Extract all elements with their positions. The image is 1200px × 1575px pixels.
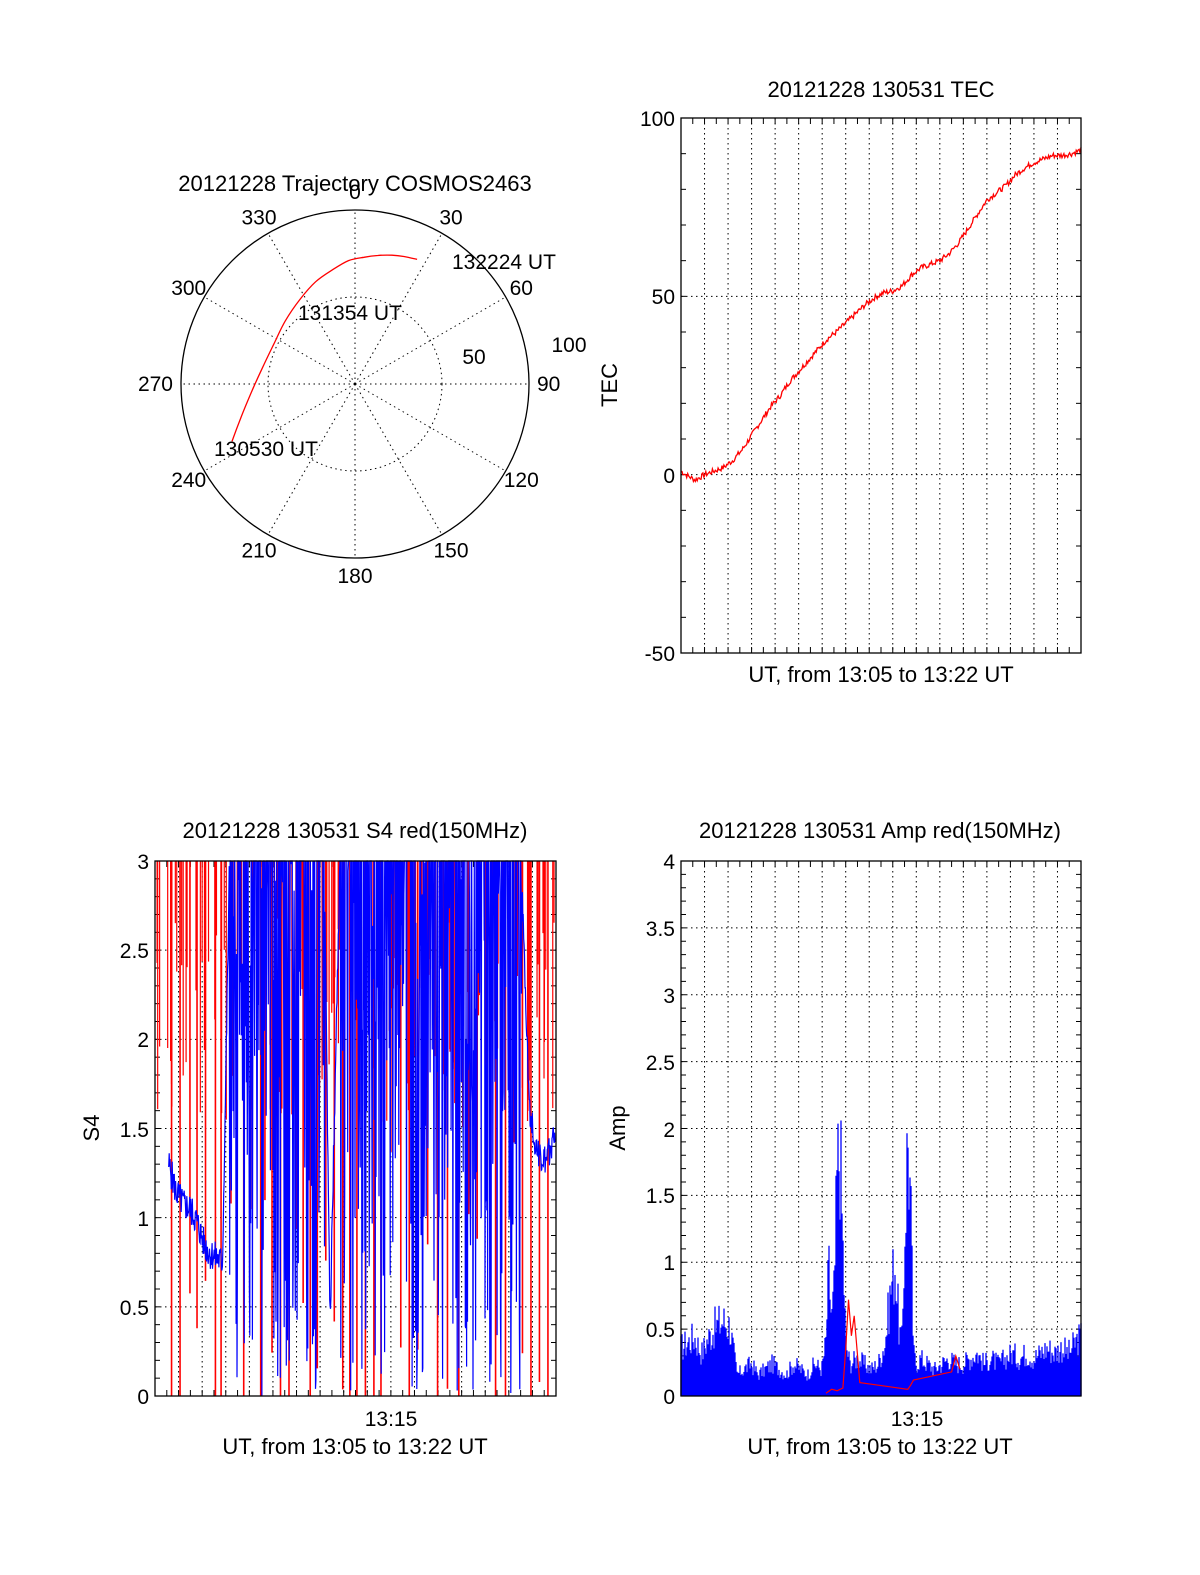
s4-ytick-0: 0 bbox=[137, 1386, 149, 1409]
amp-ytick-3: 3 bbox=[663, 985, 675, 1008]
s4-ytick-0-5: 0.5 bbox=[120, 1297, 149, 1320]
amp-blue-series bbox=[680, 1120, 1082, 1396]
amp-ytick-3-5: 3.5 bbox=[646, 918, 675, 941]
amp-ytick-0-5: 0.5 bbox=[646, 1319, 675, 1342]
polar-az-label-330: 330 bbox=[241, 207, 276, 230]
tec-frame bbox=[680, 117, 1082, 654]
s4-ytick-3: 3 bbox=[137, 851, 149, 874]
amp-ytick-1-5: 1.5 bbox=[646, 1185, 675, 1208]
amp-xlabel: UT, from 13:05 to 13:22 UT bbox=[747, 1434, 1012, 1459]
s4-xlabel: UT, from 13:05 to 13:22 UT bbox=[222, 1434, 487, 1459]
tec-ytick-50: 50 bbox=[652, 286, 675, 309]
trajectory-line bbox=[231, 254, 418, 442]
amp-red-series bbox=[825, 1299, 961, 1394]
polar-az-label-30: 30 bbox=[439, 207, 462, 230]
polar-grid-spoke bbox=[267, 233, 356, 385]
polar-azimuth-labels: 0 30 60 90 120 150 180 210 240 270 300 330 bbox=[138, 181, 560, 588]
s4-ytick-1: 1 bbox=[137, 1208, 149, 1231]
polar-radial-label-100: 100 bbox=[551, 334, 586, 357]
polar-grid-ring bbox=[267, 296, 443, 472]
polar-grid-spoke bbox=[354, 383, 443, 535]
amp-ytick-4: 4 bbox=[663, 851, 675, 874]
polar-radial-label-50: 50 bbox=[462, 346, 485, 369]
s4-frame bbox=[154, 860, 557, 1397]
polar-az-label-90: 90 bbox=[537, 373, 560, 396]
amp-title: 20121228 130531 Amp red(150MHz) bbox=[699, 818, 1061, 843]
s4-xtick-1315: 13:15 bbox=[365, 1408, 418, 1431]
polar-grid-spoke bbox=[204, 296, 356, 385]
tec-ylabel: TEC bbox=[597, 363, 622, 407]
amp-ytick-0: 0 bbox=[663, 1386, 675, 1409]
trajectory-label-start: 130530 UT bbox=[214, 438, 318, 461]
polar-az-label-270: 270 bbox=[138, 373, 173, 396]
tec-ytick-100: 100 bbox=[640, 108, 675, 131]
tec-xlabel: UT, from 13:05 to 13:22 UT bbox=[748, 662, 1013, 687]
polar-az-label-60: 60 bbox=[510, 277, 533, 300]
s4-title: 20121228 130531 S4 red(150MHz) bbox=[183, 818, 528, 843]
polar-outer-ring bbox=[180, 209, 530, 559]
amp-ytick-2-5: 2.5 bbox=[646, 1052, 675, 1075]
polar-panel: 20121228 Trajectory COSMOS2463 0 30 60 90 12… bbox=[138, 171, 587, 588]
tec-line bbox=[680, 147, 1082, 484]
polar-grid-spoke bbox=[354, 233, 443, 385]
s4-ytick-2: 2 bbox=[137, 1029, 149, 1052]
polar-az-label-0: 0 bbox=[349, 181, 361, 204]
amp-frame bbox=[680, 860, 1082, 1397]
trajectory-label-mid: 131354 UT bbox=[298, 302, 402, 325]
tec-title: 20121228 130531 TEC bbox=[767, 77, 994, 102]
polar-grid-spoke bbox=[267, 383, 356, 535]
amp-panel: 20121228 130531 Amp red(150MHz) 4 3.5 3 … bbox=[605, 818, 1082, 1459]
tec-ytick-0: 0 bbox=[663, 465, 675, 488]
polar-grid bbox=[181, 210, 529, 558]
s4-ytick-1-5: 1.5 bbox=[120, 1119, 149, 1142]
polar-az-label-210: 210 bbox=[241, 539, 276, 562]
s4-ytick-2-5: 2.5 bbox=[120, 940, 149, 963]
polar-az-label-180: 180 bbox=[337, 565, 372, 588]
polar-az-label-120: 120 bbox=[504, 469, 539, 492]
s4-panel: 20121228 130531 S4 red(150MHz) 3 2.5 2 1… bbox=[79, 818, 557, 1459]
trajectory-label-end: 132224 UT bbox=[452, 251, 556, 274]
amp-grid bbox=[681, 861, 1081, 1396]
s4-ylabel: S4 bbox=[79, 1115, 104, 1142]
tec-ytick-neg50: -50 bbox=[645, 643, 675, 666]
polar-grid-spoke bbox=[354, 383, 506, 472]
polar-grid-spoke bbox=[354, 296, 506, 385]
tec-grid bbox=[681, 118, 1081, 653]
amp-ylabel: Amp bbox=[605, 1105, 630, 1150]
amp-xtick-1315: 13:15 bbox=[891, 1408, 944, 1431]
polar-grid-spoke bbox=[204, 383, 356, 472]
tec-panel: 20121228 130531 TEC 100 50 0 -50 TEC UT,… bbox=[597, 77, 1082, 687]
polar-az-label-150: 150 bbox=[433, 539, 468, 562]
amp-ytick-1: 1 bbox=[663, 1252, 675, 1275]
polar-az-label-240: 240 bbox=[171, 469, 206, 492]
amp-ytick-2: 2 bbox=[663, 1119, 675, 1142]
polar-title: 20121228 Trajectory COSMOS2463 bbox=[178, 171, 531, 196]
polar-az-label-300: 300 bbox=[171, 277, 206, 300]
tec-minor-ticks bbox=[681, 118, 1081, 653]
